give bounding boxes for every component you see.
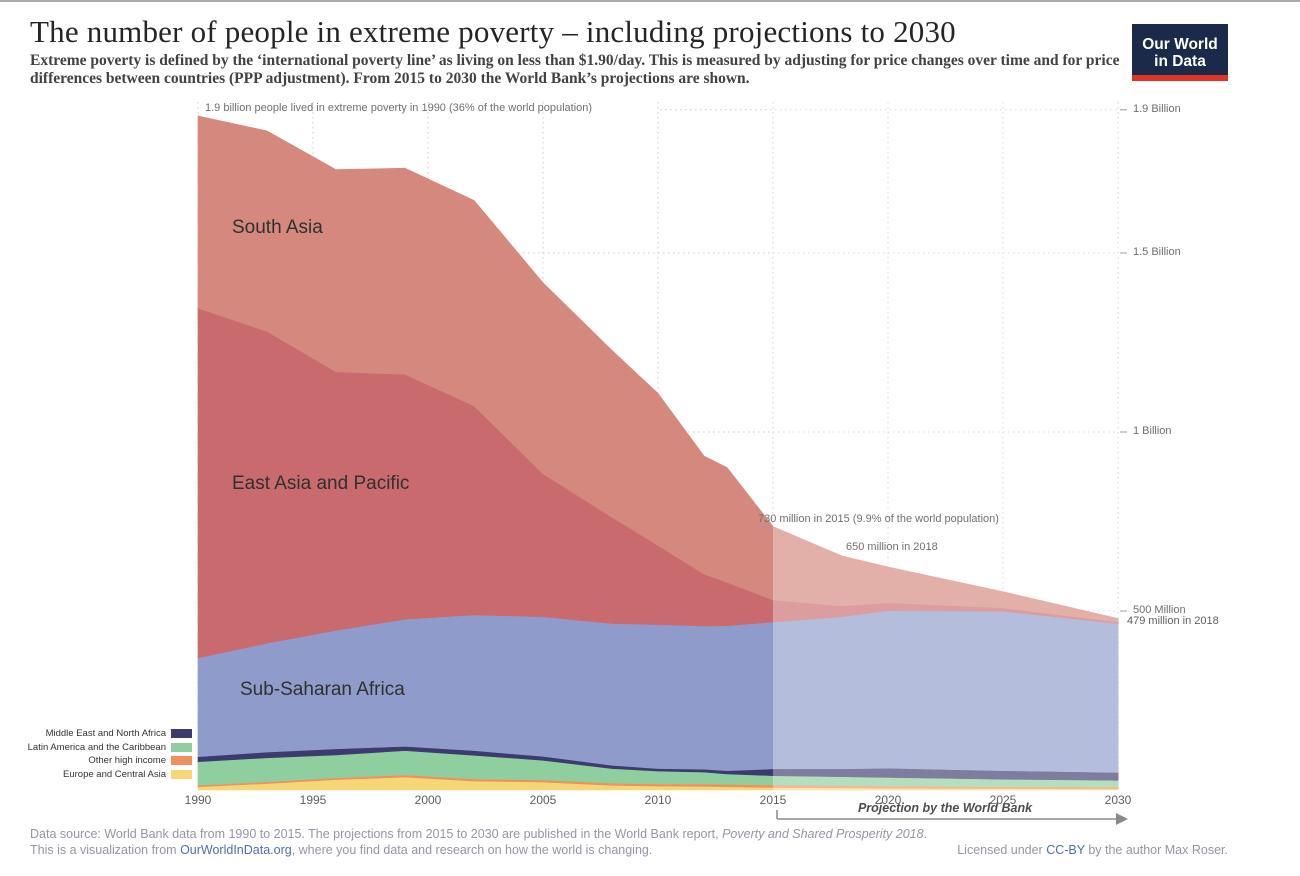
cc-by-link[interactable]: CC-BY: [1046, 843, 1085, 857]
footer-second-line: This is a visualization from OurWorldInD…: [30, 842, 1228, 858]
footer-viz-prefix: This is a visualization from: [30, 843, 181, 857]
annotation-2015-connector: [759, 523, 773, 532]
owid-logo-line1: Our World: [1142, 35, 1218, 53]
footer-source-report: Poverty and Shared Prosperity 2018: [722, 827, 924, 841]
owid-link[interactable]: OurWorldInData.org: [180, 843, 292, 857]
footer-license-prefix: Licensed under: [957, 843, 1047, 857]
footer-viz-text: This is a visualization from OurWorldInD…: [30, 842, 652, 858]
footer-source-line: Data source: World Bank data from 1990 t…: [30, 826, 1228, 842]
footer-license-suffix: by the author Max Roser.: [1084, 843, 1228, 857]
chart-footer: Data source: World Bank data from 1990 t…: [30, 826, 1228, 858]
footer-license-text: Licensed under CC-BY by the author Max R…: [957, 842, 1228, 858]
projection-arrow-head: [1116, 813, 1128, 825]
owid-logo: Our World in Data: [1132, 24, 1228, 81]
projection-overlay: [773, 102, 1118, 790]
owid-logo-stripe: [1132, 75, 1228, 81]
page-title: The number of people in extreme poverty …: [30, 14, 956, 49]
footer-viz-suffix: , where you find data and research on ho…: [291, 843, 653, 857]
footer-source-text: Data source: World Bank data from 1990 t…: [30, 827, 723, 841]
area-south-asia: [197, 115, 1119, 623]
owid-logo-line2: in Data: [1154, 52, 1206, 70]
footer-source-period: .: [923, 827, 928, 841]
page-subtitle: Extreme poverty is defined by the ‘inter…: [30, 52, 1120, 87]
